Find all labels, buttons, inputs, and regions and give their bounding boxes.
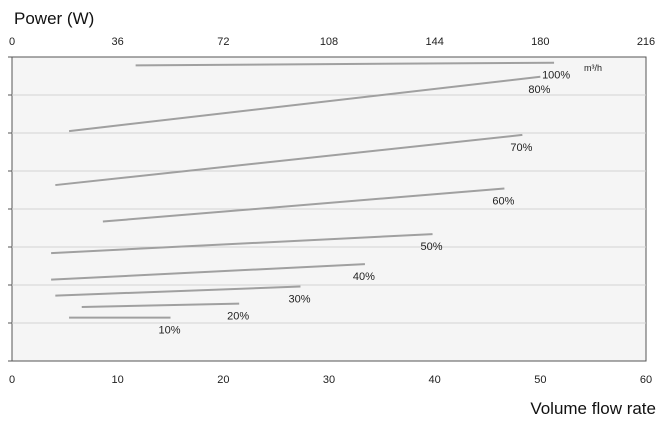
series-label-50pct: 50% — [421, 241, 443, 253]
x-tick-label-5: 50 — [534, 374, 546, 386]
x-tick-label-3: 30 — [323, 374, 335, 386]
x-tick-label-1: 10 — [112, 374, 124, 386]
x-top-tick-label-0: 0 — [9, 36, 15, 48]
x-tick-label-4: 40 — [429, 374, 441, 386]
series-label-80pct: 80% — [528, 84, 550, 96]
x-tick-label-0: 0 — [9, 374, 15, 386]
x-tick-label-2: 20 — [217, 374, 229, 386]
series-lines — [51, 61, 555, 319]
x-top-tick-label-3: 108 — [320, 36, 338, 48]
series-line-20pct — [81, 302, 240, 309]
x-tick-label-6: 60 — [640, 374, 652, 386]
grid-lines — [8, 56, 646, 362]
series-label-10pct: 10% — [159, 325, 181, 337]
series-line-80pct — [68, 75, 541, 133]
x-top-unit: m³/h — [584, 63, 602, 73]
series-line-30pct — [55, 285, 301, 297]
x-tick-labels: 0 10 20 30 40 50 60 — [9, 374, 652, 386]
series-label-70pct: 70% — [510, 142, 532, 154]
series-labels: 100% 80% 70% 60% 50% 40% 30% 20% 10% — [159, 70, 571, 337]
series-line-100pct — [135, 61, 555, 67]
x-axis-title: Volume flow rate — [530, 399, 656, 418]
x-top-tick-label-4: 144 — [425, 36, 443, 48]
series-label-20pct: 20% — [227, 311, 249, 323]
series-label-30pct: 30% — [288, 294, 310, 306]
x-top-tick-labels: 0 36 72 108 144 180 216 — [9, 36, 655, 48]
x-top-tick-label-1: 36 — [112, 36, 124, 48]
series-label-100pct: 100% — [542, 70, 570, 82]
series-label-60pct: 60% — [492, 195, 514, 207]
series-line-70pct — [55, 133, 523, 187]
series-line-60pct — [102, 187, 505, 223]
x-top-tick-label-2: 72 — [217, 36, 229, 48]
chart-title: Power (W) — [14, 9, 94, 28]
series-line-50pct — [51, 233, 433, 255]
x-top-tick-label-6: 216 — [637, 36, 655, 48]
series-line-40pct — [51, 263, 365, 281]
x-top-tick-label-5: 180 — [531, 36, 549, 48]
series-label-40pct: 40% — [353, 271, 375, 283]
